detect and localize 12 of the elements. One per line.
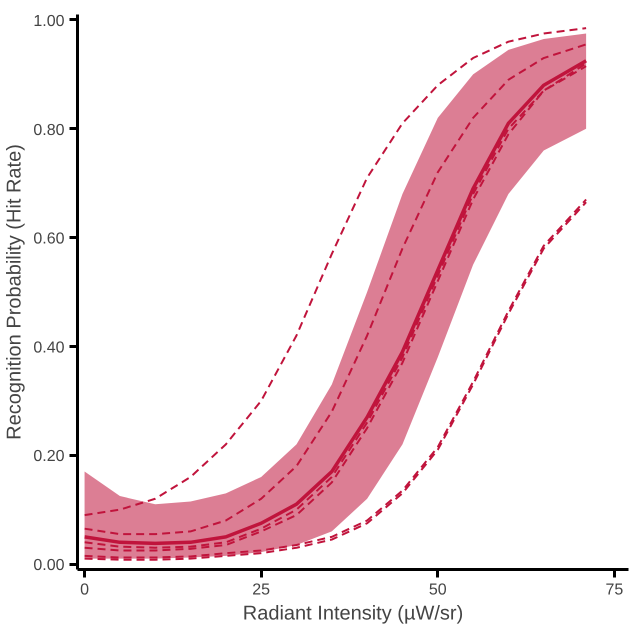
y-axis-title: Recognition Probability (Hit Rate) xyxy=(3,144,26,440)
y-tick-label: 0.00 xyxy=(33,557,65,574)
x-tick-label: 50 xyxy=(428,582,447,598)
x-tick-label: 0 xyxy=(80,582,90,598)
y-tick-label: 0.20 xyxy=(33,448,65,466)
y-tick-label: 1.00 xyxy=(33,12,65,30)
y-tick-label: 0.80 xyxy=(33,122,65,139)
y-tick-label: 0.60 xyxy=(33,230,65,248)
x-tick-label: 25 xyxy=(252,582,270,598)
y-tick-label: 0.40 xyxy=(33,339,65,356)
x-tick-label: 75 xyxy=(605,582,624,598)
x-axis-title: Radiant Intensity (µW/sr) xyxy=(242,602,464,624)
